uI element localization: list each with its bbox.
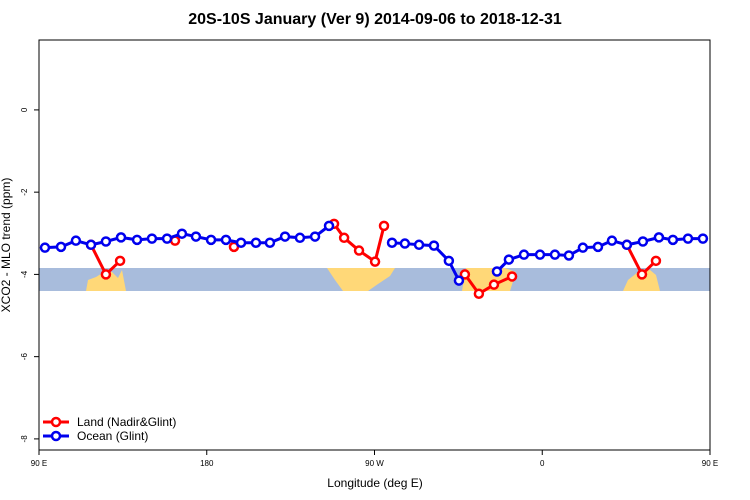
point: [473, 288, 485, 299]
x-axis-label: Longitude (deg E): [327, 476, 422, 490]
y-axis-label: XCO2 - MLO trend (ppm): [0, 178, 13, 313]
point: [577, 242, 589, 253]
point: [503, 254, 515, 265]
point: [369, 256, 381, 267]
point: [131, 234, 143, 246]
y-tick-label: -4: [20, 270, 29, 278]
point: [386, 237, 398, 248]
point: [115, 232, 127, 243]
y-tick-label: 0: [20, 107, 29, 112]
point: [378, 220, 390, 232]
x-tick-label: 90 W: [365, 459, 384, 468]
point: [443, 255, 455, 267]
point: [563, 250, 575, 261]
point: [114, 255, 126, 267]
point: [399, 238, 411, 249]
legend-label: Ocean (Glint): [77, 429, 148, 443]
point: [459, 269, 471, 280]
point: [428, 240, 440, 251]
point: [653, 232, 665, 243]
point: [667, 234, 679, 246]
point: [161, 233, 173, 244]
point: [636, 269, 648, 280]
x-tick-label: 180: [200, 459, 214, 468]
point: [413, 239, 425, 251]
legend-marker: [50, 416, 62, 428]
point: [190, 231, 202, 242]
legend-label: Land (Nadir&Glint): [77, 415, 176, 429]
point: [323, 220, 335, 232]
map-band: [39, 268, 710, 291]
point: [235, 237, 247, 248]
y-tick-label: -8: [20, 435, 29, 443]
point: [637, 236, 649, 247]
point: [264, 237, 276, 248]
point: [697, 233, 709, 244]
point: [453, 275, 465, 286]
x-tick-label: 90 E: [31, 459, 47, 468]
x-tick-label: 0: [540, 459, 545, 468]
point: [55, 241, 67, 253]
point: [39, 242, 51, 253]
point: [70, 235, 82, 246]
y-tick-label: -2: [20, 188, 29, 196]
point: [85, 239, 97, 251]
point: [592, 241, 604, 253]
point: [353, 245, 365, 256]
point: [621, 239, 633, 251]
point: [176, 228, 188, 239]
point: [650, 255, 662, 267]
point: [488, 279, 500, 290]
point: [338, 232, 350, 244]
point: [294, 232, 306, 244]
point: [549, 249, 561, 260]
chart-title: 20S-10S January (Ver 9) 2014-09-06 to 20…: [188, 11, 562, 28]
point: [100, 269, 112, 280]
point: [279, 231, 291, 242]
point: [491, 266, 503, 277]
point: [506, 271, 518, 282]
point: [220, 234, 232, 246]
point: [534, 249, 546, 260]
point: [682, 233, 694, 244]
point: [205, 234, 217, 246]
point: [309, 231, 321, 242]
point: [518, 249, 530, 260]
x-tick-label: 90 E: [702, 459, 718, 468]
point: [250, 237, 262, 248]
y-tick-label: -6: [20, 353, 29, 361]
point: [100, 236, 112, 247]
point: [606, 235, 618, 246]
point: [146, 233, 158, 244]
legend-marker: [50, 430, 62, 442]
